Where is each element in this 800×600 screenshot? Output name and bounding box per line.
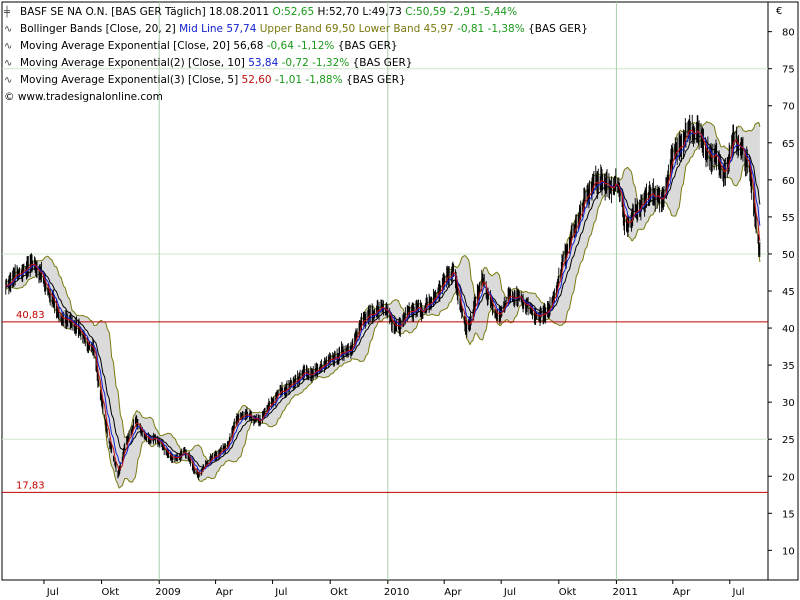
x-tick-label: Jul xyxy=(46,587,59,598)
y-tick-label: 60 xyxy=(782,176,795,187)
legend-row-price: ╪ BASF SE NA O.N. [BAS GER Täglich] 18.08… xyxy=(4,4,588,21)
y-tick-label: 35 xyxy=(782,361,795,372)
line-indicator-icon: ∿ xyxy=(4,24,13,35)
x-tick-label: Okt xyxy=(559,587,577,598)
support-lines: 40,83 17,83 xyxy=(2,310,768,493)
candlestick-icon: ╪ xyxy=(4,7,11,18)
y-tick-label: 30 xyxy=(782,398,795,409)
x-tick-label: Apr xyxy=(216,587,234,598)
horizontal-line-label: 40,83 xyxy=(16,310,45,321)
legend-copyright: © www.tradesignalonline.com xyxy=(4,91,163,103)
x-tick-label: Apr xyxy=(673,587,691,598)
y-tick-label: 55 xyxy=(782,213,795,224)
y-tick-label: 70 xyxy=(782,102,795,113)
y-tick-label: 40 xyxy=(782,324,795,335)
chart-legend: ╪ BASF SE NA O.N. [BAS GER Täglich] 18.08… xyxy=(4,4,588,105)
x-tick-label: Jul xyxy=(503,587,516,598)
plot-background xyxy=(1,1,799,581)
ema20-line xyxy=(5,135,761,468)
x-tick-label: Jul xyxy=(274,587,287,598)
legend-row-ema20: ∿ Moving Average Exponential [Close, 20] … xyxy=(4,38,588,55)
ema5-line xyxy=(5,129,761,475)
y-tick-label: 75 xyxy=(782,65,795,76)
x-tick-label: 2009 xyxy=(155,587,180,598)
y-tick-label: 15 xyxy=(782,509,795,520)
y-tick-label: 20 xyxy=(782,472,795,483)
y-tick-label: 50 xyxy=(782,250,795,261)
line-indicator-icon: ∿ xyxy=(4,75,13,86)
y-tick-label: 80 xyxy=(782,28,795,39)
x-tick-label: 2010 xyxy=(384,587,409,598)
legend-row-ema5: ∿ Moving Average Exponential(3) [Close, 5… xyxy=(4,72,588,89)
x-tick-label: Okt xyxy=(102,587,120,598)
horizontal-line-label: 17,83 xyxy=(16,480,45,491)
x-tick-label: Apr xyxy=(444,587,462,598)
x-tick-label: 2011 xyxy=(612,587,637,598)
y-tick-label: 45 xyxy=(782,287,795,298)
legend-row-ema10: ∿ Moving Average Exponential(2) [Close, 1… xyxy=(4,55,588,72)
bollinger-lower xyxy=(5,138,761,489)
currency-label: € xyxy=(776,6,782,17)
ema10-line xyxy=(5,131,761,472)
moving-averages xyxy=(5,129,761,475)
y-axis: 10 15 20 25 30 35 40 45 50 55 60 65 70 75 80 xyxy=(768,28,795,557)
line-indicator-icon: ∿ xyxy=(4,58,13,69)
y-tick-label: 25 xyxy=(782,435,795,446)
x-tick-label: Okt xyxy=(330,587,348,598)
y-tick-label: 10 xyxy=(782,546,795,557)
y-tick-label: 65 xyxy=(782,139,795,150)
line-indicator-icon: ∿ xyxy=(4,41,13,52)
legend-row-bollinger: ∿ Bollinger Bands [Close, 20, 2] Mid Line… xyxy=(4,21,588,38)
x-axis: Jul Okt 2009 Apr Jul Okt 2010 Apr Jul Okt 2011 Apr J… xyxy=(43,580,745,598)
x-tick-label: Jul xyxy=(732,587,745,598)
